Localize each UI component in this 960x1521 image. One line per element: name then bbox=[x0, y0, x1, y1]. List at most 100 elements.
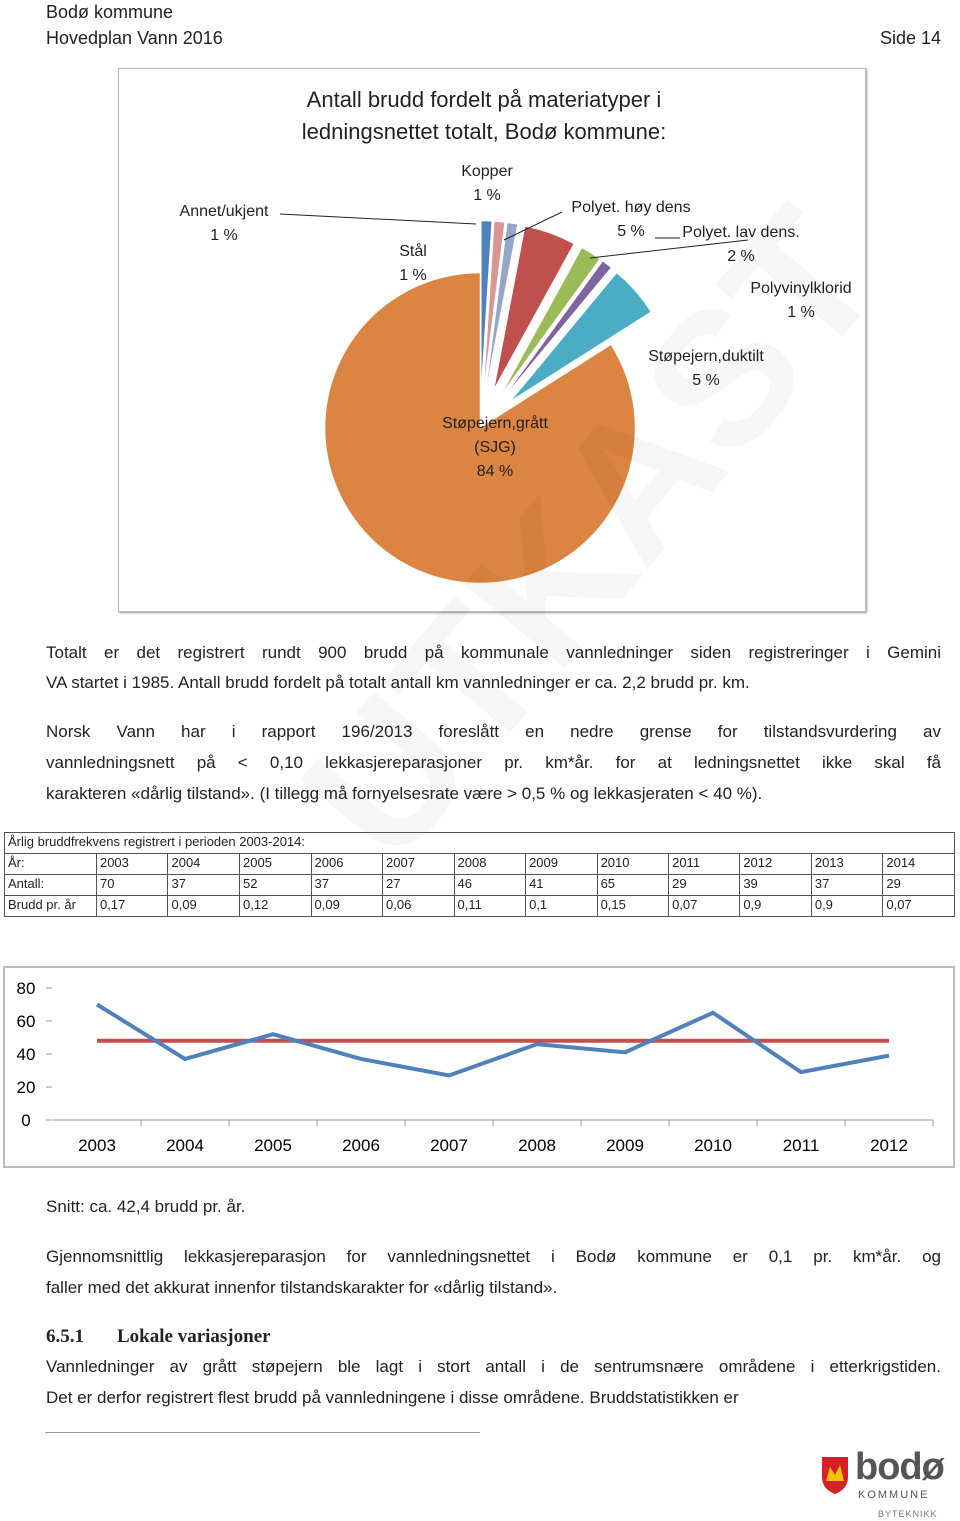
paragraph-line: Norsk Vann har i rapport 196/2013 foresl… bbox=[46, 722, 941, 741]
pie-label-name: Polyvinylklorid bbox=[750, 280, 852, 297]
leader-line bbox=[279, 213, 477, 225]
cell-text: 0,09 bbox=[314, 897, 340, 912]
table-cell: 0,15 bbox=[596, 895, 670, 917]
table-cell: 2007 bbox=[382, 853, 455, 875]
cell-text: 70 bbox=[99, 876, 115, 891]
line-chart: 0 20 40 60 80 2003 2004 2005 2006 2007 2008 2009 201… bbox=[3, 966, 955, 1168]
pie-label-name: Annet/ukjent bbox=[179, 203, 269, 220]
header-organization: Bodø kommune bbox=[46, 2, 174, 22]
cell-text: 2010 bbox=[600, 855, 630, 870]
logo-subtitle: KOMMUNE bbox=[858, 1489, 930, 1501]
cell-text: Brudd pr. år bbox=[8, 897, 76, 912]
logo-department: BYTEKNIKK bbox=[878, 1509, 938, 1519]
cell-text: 0,15 bbox=[600, 897, 626, 912]
table-cell: 0,9 bbox=[739, 895, 812, 917]
table-cell: 0,12 bbox=[239, 895, 312, 917]
pie-slice bbox=[481, 220, 492, 387]
section-number: 6.5.1 bbox=[46, 1326, 84, 1347]
table-cell: 2003 bbox=[95, 853, 169, 875]
table-cell: 0,1 bbox=[525, 895, 598, 917]
y-tick-label: 40 bbox=[17, 1045, 36, 1064]
paragraph-line: faller med det akkurat innenfor tilstand… bbox=[46, 1278, 558, 1297]
data-table: Årlig bruddfrekvens registrert i periode… bbox=[4, 832, 955, 917]
cell-text: 2014 bbox=[886, 855, 916, 870]
header-page: Side 14 bbox=[879, 28, 941, 48]
paragraph-line: vannledningsnett på < 0,10 lekkasjerepar… bbox=[46, 753, 941, 772]
cell-text: 2009 bbox=[529, 855, 558, 870]
table-cell: 0,09 bbox=[167, 895, 240, 917]
pie-label: Støpejern,duktilt 5 % bbox=[606, 345, 806, 393]
cell-text: 0,9 bbox=[743, 897, 762, 912]
cell-text: 2012 bbox=[743, 855, 773, 870]
cell-text: 2004 bbox=[171, 855, 201, 870]
pie-label: Polyvinylklorid 1 % bbox=[701, 277, 901, 325]
table-cell: 0,17 bbox=[95, 895, 169, 917]
x-tick-label: 2005 bbox=[254, 1136, 292, 1155]
cell-text: Antall: bbox=[8, 876, 45, 891]
cell-text: 27 bbox=[386, 876, 401, 891]
y-tick-label: 60 bbox=[17, 1012, 36, 1031]
paragraph-line: Vannledninger av grått støpejern ble lag… bbox=[46, 1357, 941, 1376]
pie-label-value: 2 % bbox=[727, 248, 755, 265]
table-cell: 2006 bbox=[310, 853, 384, 875]
x-tick-label: 2008 bbox=[518, 1136, 556, 1155]
table-cell: 37 bbox=[810, 874, 884, 896]
average: Snitt: ca. 42,4 brudd pr. år. bbox=[46, 1197, 246, 1216]
pie-label-value: 1 % bbox=[473, 187, 501, 204]
leader-line bbox=[503, 211, 563, 241]
table-cell: 2009 bbox=[525, 853, 598, 875]
pie-label-value: 5 % bbox=[617, 223, 645, 240]
pie-label-name: Kopper bbox=[461, 163, 513, 180]
table-cell: 0,07 bbox=[882, 895, 955, 917]
logo-name: bodø bbox=[855, 1446, 945, 1488]
pie-slice bbox=[483, 221, 505, 387]
cell-text: 29 bbox=[886, 876, 901, 891]
table-cell: 0,11 bbox=[453, 895, 527, 917]
chart-frame bbox=[3, 966, 955, 1168]
cell-text: 37 bbox=[171, 876, 186, 891]
cell-text: 0,07 bbox=[886, 897, 912, 912]
paragraph-line: Gjennomsnittlig lekkasjereparasjon for v… bbox=[46, 1247, 941, 1266]
table-cell: 2010 bbox=[596, 853, 670, 875]
pie-label-name: Polyet. lav dens. bbox=[682, 224, 800, 241]
cell-text: 46 bbox=[457, 876, 473, 891]
table-cell: 70 bbox=[95, 874, 169, 896]
pie-label-value: 1 % bbox=[210, 227, 238, 244]
paragraph-line: karakteren «dårlig tilstand». (I tillegg… bbox=[46, 784, 763, 803]
table-cell: Brudd pr. år bbox=[4, 895, 97, 917]
pie-label: Polyet. lav dens. 2 % bbox=[641, 221, 841, 269]
pie-label-name: Støpejern,grått (SJG) bbox=[442, 415, 548, 456]
table-cell: 29 bbox=[882, 874, 955, 896]
pie-label: Kopper 1 % bbox=[387, 160, 587, 208]
series-line bbox=[95, 1002, 890, 1078]
x-tick-label: 2004 bbox=[166, 1136, 204, 1155]
cell-text: 0,17 bbox=[99, 897, 126, 912]
cell-text: 0,9 bbox=[814, 897, 833, 912]
cell-text: 52 bbox=[243, 876, 258, 891]
pie-label-name: Stål bbox=[399, 243, 427, 260]
cell-text: 0,11 bbox=[457, 897, 482, 912]
cell-text: 29 bbox=[672, 876, 687, 891]
y-tick-label: 0 bbox=[21, 1111, 30, 1130]
table-cell: 0,06 bbox=[382, 895, 455, 917]
logo-shield bbox=[822, 1457, 848, 1494]
x-tick-label: 2007 bbox=[430, 1136, 468, 1155]
pie-label: Støpejern,grått (SJG) 84 % bbox=[395, 412, 595, 484]
pie-label-value: 5 % bbox=[692, 372, 720, 389]
x-tick-label: 2006 bbox=[342, 1136, 380, 1155]
paragraph-line: Totalt er det registrert rundt 900 brudd… bbox=[46, 643, 941, 662]
table-cell: 2004 bbox=[167, 853, 240, 875]
pie-chart bbox=[279, 211, 749, 584]
table-cell: 2011 bbox=[668, 853, 741, 875]
cell-text: 2007 bbox=[386, 855, 415, 870]
x-tick-label: 2003 bbox=[78, 1136, 116, 1155]
cell-text: 0,1 bbox=[529, 897, 548, 912]
table-cell: 41 bbox=[525, 874, 598, 896]
cell-text: 2011 bbox=[672, 855, 701, 870]
pie-slice bbox=[324, 272, 636, 584]
table-cell: 27 bbox=[382, 874, 455, 896]
header-plan: Hovedplan Vann 2016 bbox=[46, 28, 223, 48]
cell-text: 2006 bbox=[314, 855, 344, 870]
table-cell: 52 bbox=[239, 874, 312, 896]
pie-slice bbox=[502, 247, 600, 393]
